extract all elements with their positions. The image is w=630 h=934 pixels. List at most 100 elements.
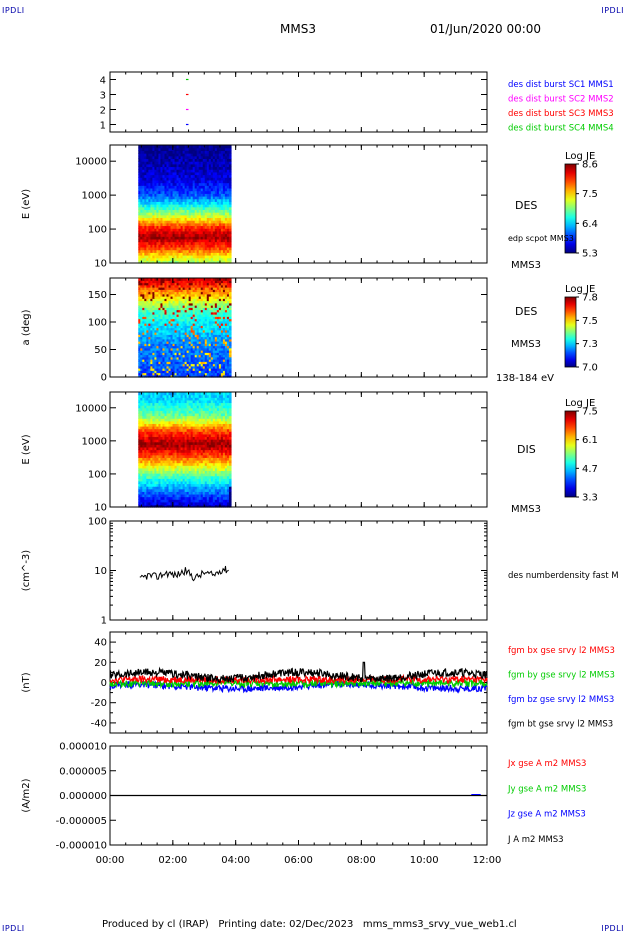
spectrogram-cell xyxy=(172,179,176,184)
spectrogram-cell xyxy=(156,217,160,221)
spectrogram-cell xyxy=(176,222,180,227)
spectrogram-cell xyxy=(204,284,208,288)
spectrogram-cell xyxy=(228,336,232,340)
spectrogram-cell xyxy=(168,343,172,347)
spectrogram-cell xyxy=(180,300,184,304)
spectrogram-cell xyxy=(226,486,230,490)
spectrogram-cell xyxy=(212,332,216,335)
spectrogram-cell xyxy=(160,347,164,351)
spectrogram-cell xyxy=(148,161,151,165)
spectrogram-cell xyxy=(144,161,147,165)
spectrogram-cell xyxy=(164,185,168,189)
spectrogram-cell xyxy=(178,282,182,286)
spectrogram-cell xyxy=(212,201,216,205)
spectrogram-cell xyxy=(148,158,151,162)
spectrogram-cell xyxy=(190,323,194,326)
spectrogram-cell xyxy=(210,305,214,308)
spectrogram-cell xyxy=(164,356,168,360)
spectrogram-cell xyxy=(222,347,226,351)
spectrogram-cell xyxy=(196,327,200,331)
spectrogram-cell xyxy=(142,496,145,500)
spectrogram-cell xyxy=(212,190,216,194)
spectrogram-cell xyxy=(194,238,198,243)
spectrogram-cell xyxy=(184,493,188,498)
spectrogram-cell xyxy=(152,338,155,342)
spectrogram-cell xyxy=(226,305,230,308)
spectrogram-cell xyxy=(178,287,182,290)
spectrogram-cell xyxy=(224,206,228,210)
spectrogram-cell xyxy=(196,332,200,335)
spectrogram-cell xyxy=(148,350,151,353)
spectrogram-cell xyxy=(206,246,210,251)
spectrogram-cell xyxy=(226,190,230,194)
spectrogram-cell xyxy=(220,480,224,485)
spectrogram-cell xyxy=(160,217,164,221)
spectrogram-cell xyxy=(212,171,216,176)
spectrogram-cell xyxy=(150,212,153,216)
spectrogram-cell xyxy=(154,145,158,149)
spectrogram-cell xyxy=(166,332,170,335)
spectrogram-cell xyxy=(194,293,198,297)
spectrogram-cell xyxy=(204,161,208,165)
spectrogram-cell xyxy=(182,166,186,170)
spectrogram-cell xyxy=(140,171,143,176)
spectrogram-cell xyxy=(194,153,198,157)
spectrogram-cell xyxy=(164,244,168,248)
spectrogram-cell xyxy=(172,363,176,367)
spectrogram-cell xyxy=(182,320,186,324)
spectrogram-cell xyxy=(224,475,228,479)
spectrogram-cell xyxy=(204,354,208,358)
spectrogram-cell xyxy=(192,332,196,335)
spectrogram-cell xyxy=(146,280,149,284)
spectrogram-cell xyxy=(218,478,222,482)
spectrogram-cell xyxy=(158,182,162,186)
spectrogram-cell xyxy=(202,182,206,186)
spectrogram-cell xyxy=(170,347,174,351)
spectrogram-cell xyxy=(180,501,184,505)
spectrogram-cell xyxy=(192,325,196,329)
spectrogram-cell xyxy=(164,372,168,376)
spectrogram-cell xyxy=(148,291,151,295)
legend-entry: des dist burst SC4 MMS4 xyxy=(508,124,614,134)
spectrogram-cell xyxy=(170,300,174,304)
spectrogram-cell xyxy=(196,145,200,149)
spectrogram-cell xyxy=(204,486,208,490)
spectrogram-cell xyxy=(182,212,186,216)
spectrogram-cell xyxy=(150,363,153,367)
spectrogram-cell xyxy=(208,316,212,320)
spectrogram-cell xyxy=(158,354,162,358)
spectrogram-cell xyxy=(174,501,178,505)
spectrogram-cell xyxy=(148,370,151,374)
spectrogram-cell xyxy=(150,504,153,508)
spectrogram-cell xyxy=(168,296,172,299)
spectrogram-cell xyxy=(176,201,180,205)
spectrogram-cell xyxy=(148,246,151,251)
spectrogram-cell xyxy=(216,278,220,281)
spectrogram-cell xyxy=(152,198,155,202)
spectrogram-cell xyxy=(150,195,153,200)
spectrogram-cell xyxy=(220,287,224,290)
spectrogram-cell xyxy=(138,302,141,306)
spectrogram-cell xyxy=(138,171,141,176)
spectrogram-cell xyxy=(226,338,230,342)
spectrogram-cell xyxy=(182,209,186,213)
spectrogram-cell xyxy=(184,309,188,313)
spectrogram-cell xyxy=(182,302,186,306)
spectrogram-cell xyxy=(218,195,222,200)
spectrogram-cell xyxy=(176,298,180,302)
spectrogram-cell xyxy=(180,249,184,253)
spectrogram-cell xyxy=(160,370,164,374)
spectrogram-cell xyxy=(192,187,196,192)
spectrogram-cell xyxy=(206,325,210,329)
spectrogram-cell xyxy=(140,174,143,178)
spectrogram-cell xyxy=(166,158,170,162)
spectrogram-cell xyxy=(164,287,168,290)
spectrogram-cell xyxy=(206,359,210,362)
spectrogram-cell xyxy=(182,220,186,224)
spectrogram-cell xyxy=(146,300,149,304)
spectrogram-cell xyxy=(216,220,220,224)
spectrogram-cell xyxy=(208,214,212,219)
spectrogram-cell xyxy=(228,220,232,224)
spectrogram-cell xyxy=(168,470,172,474)
spectrogram-cell xyxy=(140,166,143,170)
